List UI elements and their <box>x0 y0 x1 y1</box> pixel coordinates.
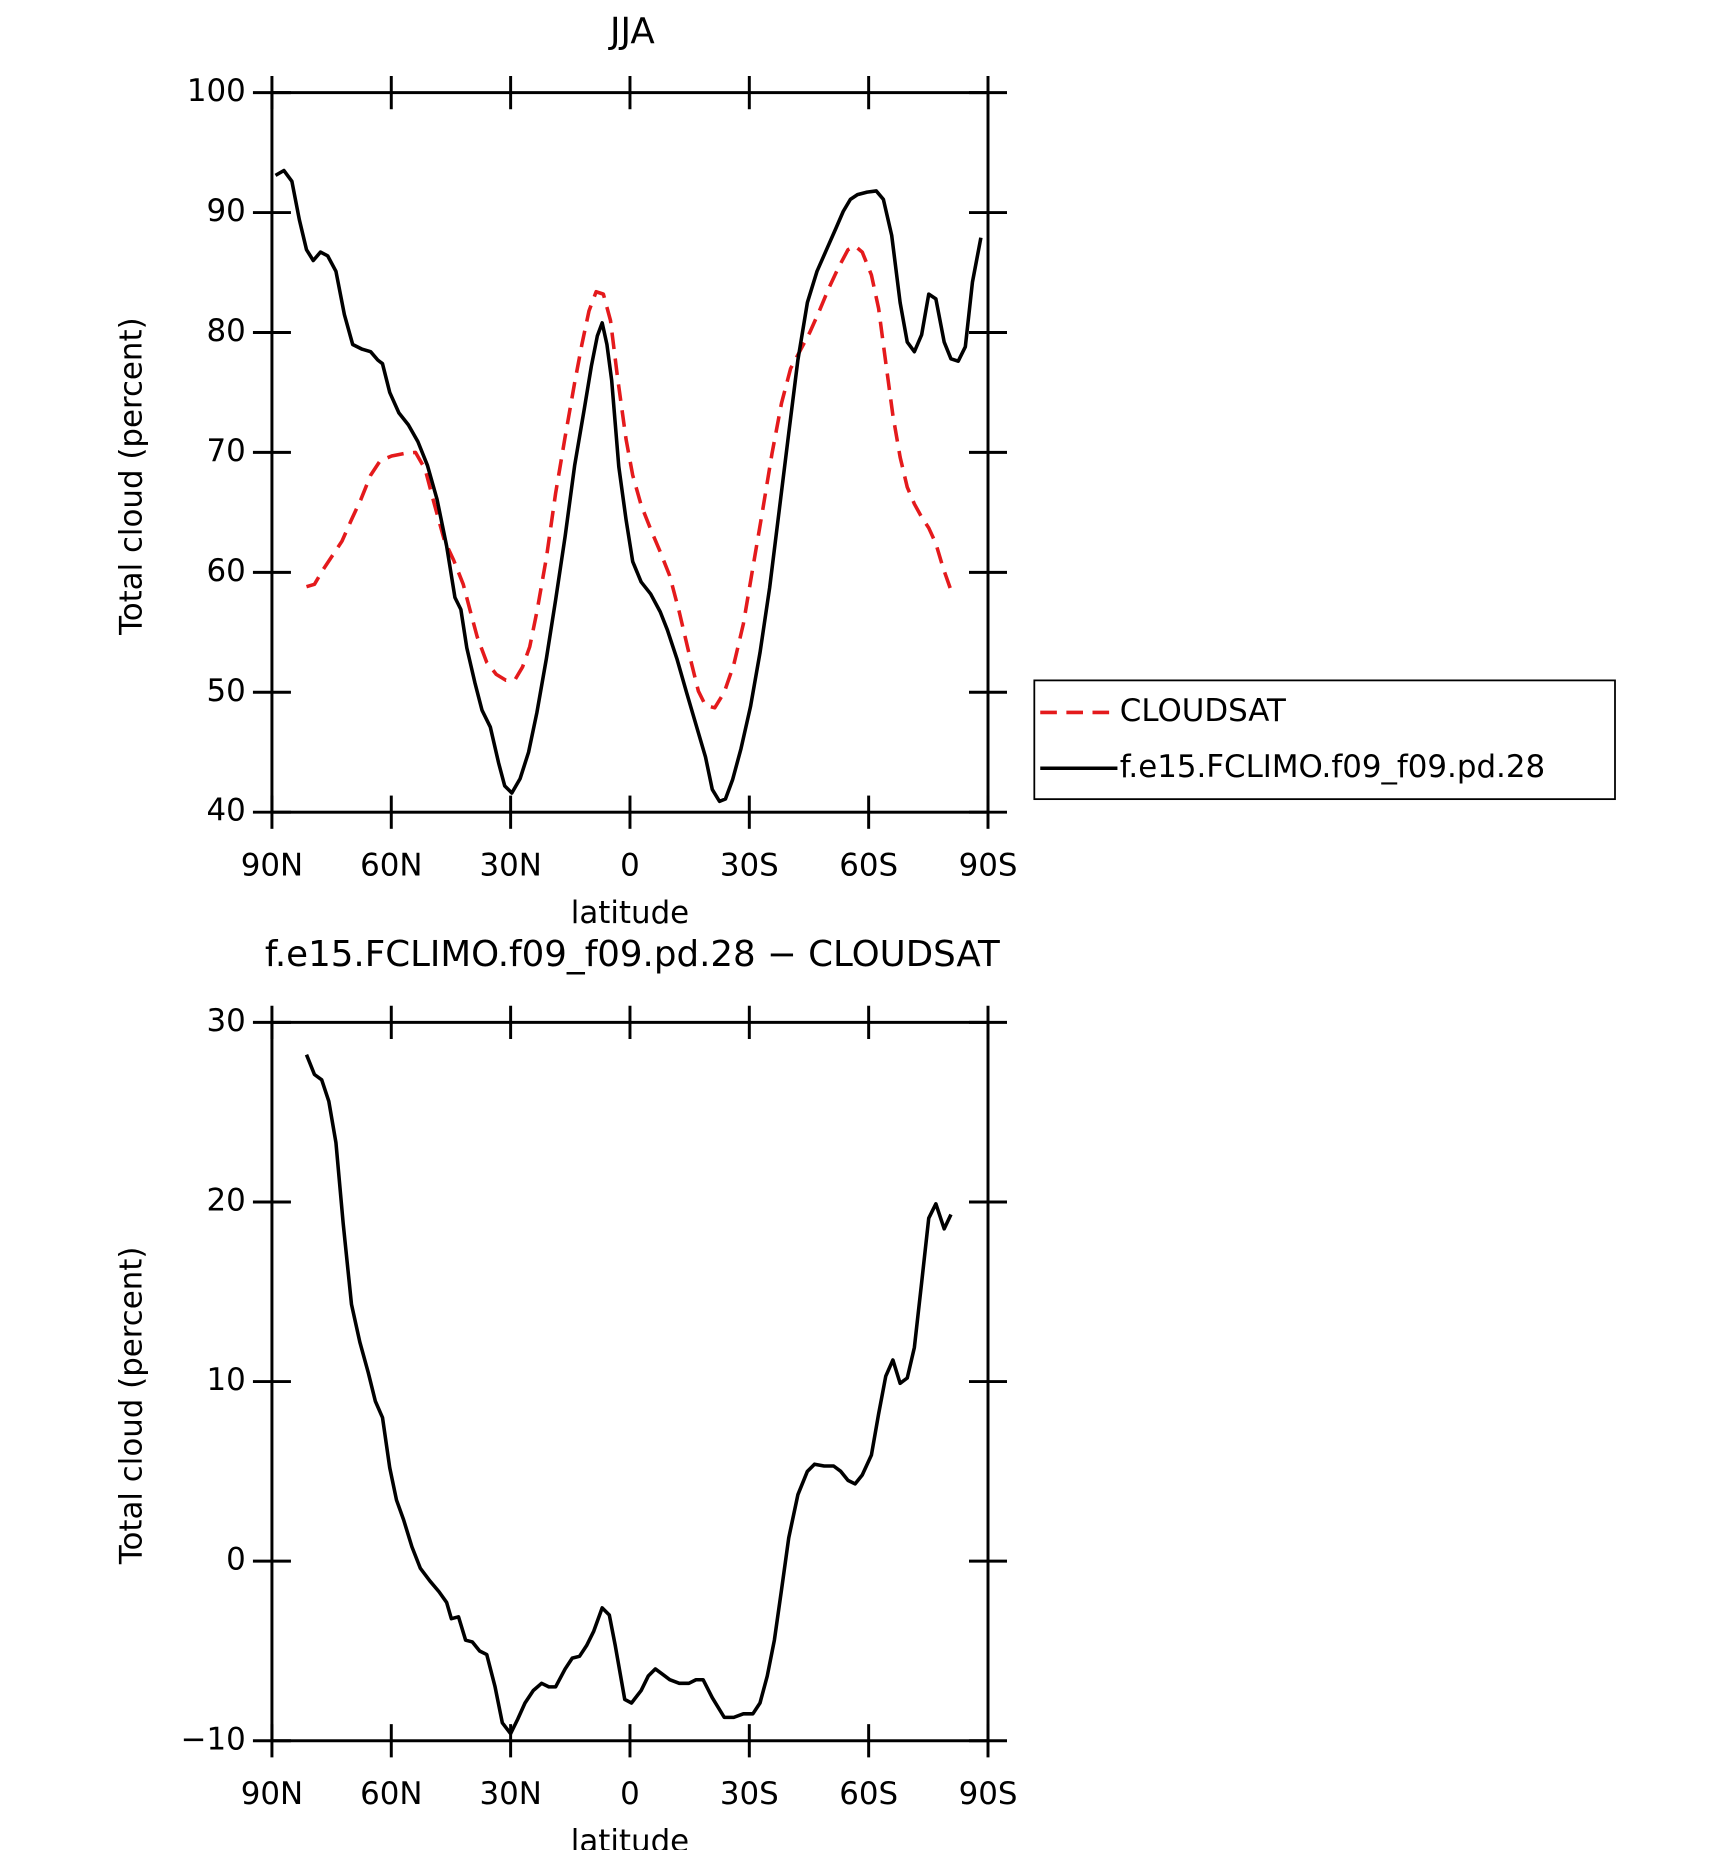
y-tick-label: 50 <box>207 673 246 709</box>
plot-frame <box>270 1020 990 1743</box>
x-tick-label: 0 <box>620 847 640 883</box>
x-tick-label: 30S <box>720 847 779 883</box>
x-tick-label: 90N <box>241 1776 303 1812</box>
y-tick-label: −10 <box>181 1721 246 1757</box>
data-line <box>274 168 983 804</box>
x-tick-label: 0 <box>620 1776 640 1812</box>
y-axis-label: Total cloud (percent) <box>113 1247 149 1566</box>
x-axis-label: latitude <box>571 895 689 931</box>
y-tick-label: 30 <box>207 1003 246 1039</box>
y-tick-label: 20 <box>207 1182 246 1218</box>
legend-label: CLOUDSAT <box>1120 693 1286 729</box>
y-tick-label: 70 <box>207 433 246 469</box>
y-tick-label: 90 <box>207 193 246 229</box>
x-tick-label: 90S <box>959 847 1018 883</box>
x-tick-label: 30N <box>479 847 541 883</box>
y-tick-label: 60 <box>207 553 246 589</box>
x-tick-label: 60S <box>839 847 898 883</box>
data-line <box>305 244 953 710</box>
y-axis-label: Total cloud (percent) <box>113 317 149 636</box>
x-tick-label: 60S <box>839 1776 898 1812</box>
y-tick-label: 40 <box>207 793 246 829</box>
chart-title: f.e15.FCLIMO.f09_f09.pd.28 − CLOUDSAT <box>265 934 1000 975</box>
x-tick-label: 30N <box>479 1776 541 1812</box>
x-tick-label: 90S <box>959 1776 1018 1812</box>
y-tick-label: 100 <box>187 73 246 109</box>
x-tick-label: 60N <box>360 847 422 883</box>
plot-frame <box>270 91 990 814</box>
data-line <box>304 1054 953 1736</box>
x-tick-label: 60N <box>360 1776 422 1812</box>
x-tick-label: 90N <box>241 847 303 883</box>
y-tick-label: 80 <box>207 313 246 349</box>
y-tick-label: 10 <box>207 1362 246 1398</box>
x-tick-label: 30S <box>720 1776 779 1812</box>
x-axis-label: latitude <box>571 1823 689 1850</box>
y-tick-label: 0 <box>226 1542 246 1578</box>
legend-box <box>1033 679 1616 801</box>
legend-label: f.e15.FCLIMO.f09_f09.pd.28 <box>1120 749 1545 785</box>
chart-title: JJA <box>608 11 655 52</box>
